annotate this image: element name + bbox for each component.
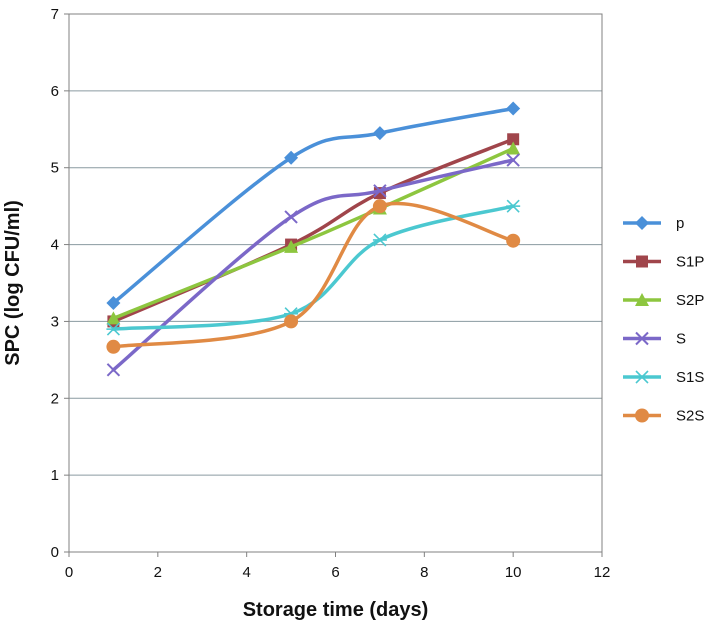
marker-stroke	[506, 153, 520, 167]
y-tick-label: 2	[51, 390, 59, 407]
legend-label-s1s: S1S	[676, 369, 704, 386]
legend-item-s2p: S2P	[623, 292, 704, 309]
series-s2s	[106, 199, 521, 354]
data-point-s	[506, 153, 520, 167]
series-s1s	[106, 199, 521, 336]
data-point-s2s	[284, 314, 299, 329]
legend-marker-s	[635, 331, 649, 346]
data-point-p	[284, 150, 299, 165]
x-tick-label: 12	[594, 564, 611, 581]
data-point-s2p	[106, 311, 121, 325]
data-point-s1s	[506, 199, 521, 213]
series-s1p	[107, 133, 520, 328]
x-tick-label: 0	[65, 564, 73, 581]
series-group	[106, 101, 521, 377]
data-point-p	[506, 101, 521, 116]
y-tick-label: 7	[51, 6, 59, 23]
gridlines	[69, 90, 602, 476]
legend-item-s1p: S1P	[623, 254, 704, 271]
data-point-s2s	[372, 199, 387, 214]
x-tick-label: 4	[242, 564, 250, 581]
marker-stroke	[373, 184, 387, 198]
data-point-s1s	[106, 322, 121, 336]
data-point-p	[372, 126, 387, 141]
legend-item-p: p	[623, 215, 684, 232]
data-point-s2p	[284, 239, 299, 253]
data-point-s	[106, 363, 121, 377]
legend-marker-s2p	[635, 293, 649, 306]
series-line-s	[111, 158, 515, 372]
series-line-s2s	[111, 201, 515, 349]
legend-item-s1s: S1S	[623, 369, 704, 386]
marker-stroke	[284, 210, 298, 224]
y-tick-label: 6	[51, 83, 59, 100]
y-tick-label: 4	[51, 237, 59, 254]
series-s	[106, 153, 520, 377]
series-p	[106, 101, 521, 310]
x-tick-label: 2	[154, 564, 162, 581]
legend-marker-s1s	[635, 370, 649, 384]
legend-marker-s1p	[636, 255, 648, 268]
series-line-s1s	[111, 204, 515, 331]
series-line-p	[111, 106, 515, 305]
legend-label-s: S	[676, 331, 686, 348]
data-point-s1s	[372, 233, 387, 247]
y-tick-label: 1	[51, 467, 59, 484]
legend-label-p: p	[676, 215, 684, 232]
data-point-s2s	[506, 233, 521, 248]
x-tick-label: 6	[331, 564, 339, 581]
x-tick-label: 8	[420, 564, 428, 581]
legend-item-s: S	[623, 331, 686, 348]
legend-marker-s2s	[635, 408, 649, 423]
data-point-s2p	[506, 141, 521, 155]
y-tick-label: 0	[51, 544, 59, 561]
marker-stroke	[106, 363, 121, 377]
x-tick-label: 10	[505, 564, 522, 581]
legend-marker-p	[635, 216, 649, 230]
data-point-p	[106, 295, 121, 310]
data-point-s	[284, 210, 298, 224]
y-tick-label: 5	[51, 160, 59, 177]
data-point-s2s	[106, 339, 121, 354]
legend-label-s2s: S2S	[676, 408, 704, 425]
legend: p S1P S2P S S1S S2S	[623, 215, 704, 425]
legend-label-s1p: S1P	[676, 254, 704, 271]
y-tick-label: 3	[51, 313, 59, 330]
data-point-s	[373, 184, 387, 198]
y-axis-title: SPC (log CFU/ml)	[2, 200, 24, 366]
data-point-s1p	[507, 133, 520, 146]
marker-stroke	[635, 331, 649, 346]
legend-label-s2p: S2P	[676, 292, 704, 309]
x-axis-title: Storage time (days)	[243, 599, 429, 621]
legend-item-s2s: S2S	[623, 408, 704, 425]
